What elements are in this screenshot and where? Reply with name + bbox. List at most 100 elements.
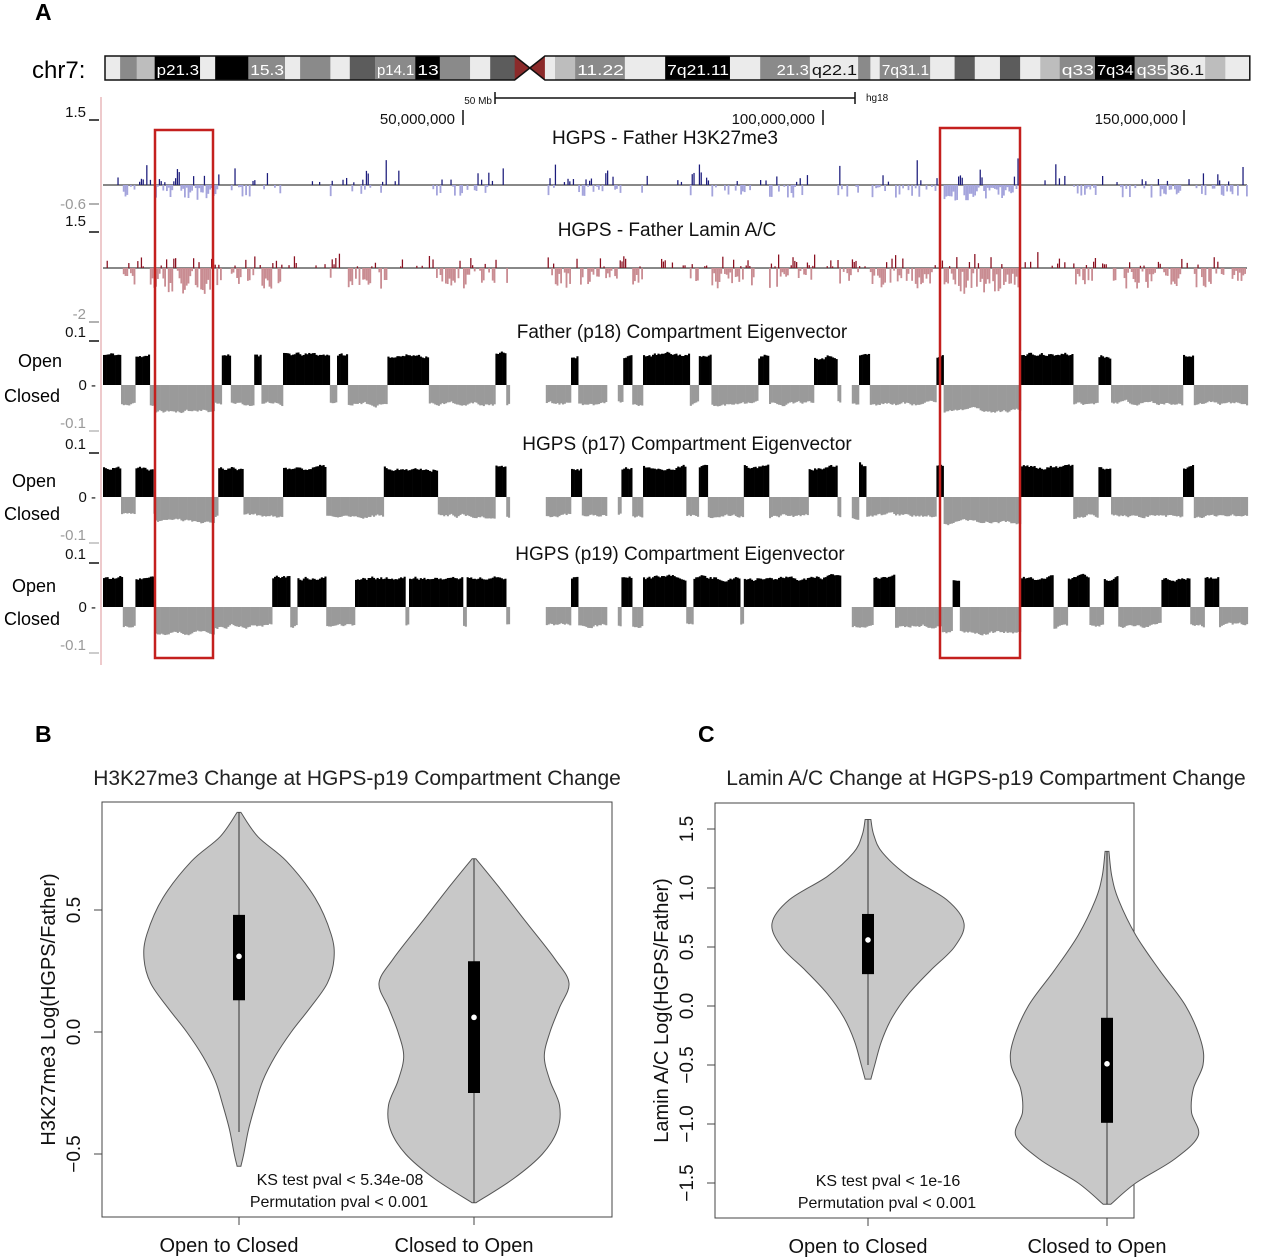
- closed-bar: [200, 385, 203, 411]
- closed-bar: [774, 385, 777, 404]
- open-bar: [418, 354, 421, 385]
- negative-bar: [565, 268, 568, 288]
- open-bar: [112, 353, 115, 385]
- negative-bar: [608, 268, 611, 278]
- closed-bar: [176, 607, 179, 633]
- closed-bar: [481, 497, 484, 517]
- closed-bar: [245, 497, 248, 515]
- negative-bar: [713, 268, 715, 274]
- negative-bar: [263, 268, 265, 289]
- closed-bar: [1154, 607, 1157, 625]
- open-bar: [571, 578, 574, 607]
- closed-bar: [905, 607, 908, 627]
- closed-bar: [351, 497, 354, 517]
- positive-bar: [808, 265, 810, 268]
- closed-bar: [639, 607, 642, 628]
- negative-bar: [727, 185, 730, 195]
- open-bar: [1040, 578, 1043, 607]
- closed-bar: [871, 385, 874, 405]
- open-bar: [308, 579, 311, 607]
- closed-bar: [1004, 497, 1007, 522]
- open-bar: [401, 469, 404, 497]
- closed-bar: [362, 385, 365, 403]
- open-bar: [490, 578, 493, 607]
- negative-bar: [383, 268, 386, 281]
- closed-bar: [990, 607, 993, 632]
- open-bar: [1186, 578, 1189, 607]
- negative-bar: [157, 185, 159, 187]
- closed-bar: [558, 607, 561, 625]
- open-bar: [812, 577, 815, 607]
- closed-bar: [889, 385, 892, 405]
- negative-bar: [632, 268, 634, 285]
- closed-bar: [695, 385, 698, 403]
- positive-bar: [178, 172, 180, 185]
- open-bar: [256, 354, 259, 385]
- open-bar: [837, 575, 840, 607]
- positive-bar: [698, 164, 701, 185]
- open-bar: [1064, 465, 1067, 497]
- closed-bar: [171, 607, 174, 633]
- closed-bar: [209, 607, 212, 634]
- positive-bar: [664, 260, 666, 268]
- open-bar: [1024, 578, 1027, 607]
- closed-bar: [1217, 497, 1220, 516]
- positive-bar: [662, 261, 665, 268]
- negative-bar: [967, 268, 969, 281]
- closed-bar: [589, 607, 592, 628]
- negative-bar: [945, 268, 948, 283]
- closed-bar: [740, 497, 743, 517]
- closed-bar: [959, 385, 962, 410]
- open-bar: [684, 354, 687, 385]
- open-bar: [1044, 578, 1047, 607]
- closed-bar: [130, 497, 133, 514]
- negative-bar: [616, 268, 618, 279]
- closed-bar: [239, 385, 242, 403]
- positive-bar: [218, 264, 220, 268]
- closed-bar: [905, 497, 908, 515]
- closed-bar: [1096, 607, 1099, 626]
- closed-bar: [580, 385, 583, 404]
- axis-min-label: -2: [73, 306, 86, 323]
- closed-bar: [479, 497, 482, 518]
- closed-bar: [862, 607, 865, 628]
- closed-bar: [203, 607, 206, 632]
- closed-bar: [1222, 497, 1225, 516]
- closed-bar: [869, 385, 872, 405]
- closed-bar: [968, 607, 971, 632]
- closed-bar: [720, 385, 723, 406]
- open-bar: [495, 353, 498, 385]
- closed-bar: [326, 497, 329, 516]
- closed-bar: [216, 607, 219, 629]
- open-bar: [1067, 355, 1070, 385]
- y-tick-label: −1.0: [677, 1105, 698, 1143]
- negative-bar: [792, 185, 795, 198]
- negative-bar: [992, 185, 994, 188]
- closed-bar: [929, 607, 932, 628]
- open-bar: [432, 469, 435, 497]
- open-bar: [502, 352, 505, 385]
- open-bar: [389, 579, 392, 607]
- open-bar: [149, 576, 152, 607]
- open-bar: [302, 578, 305, 607]
- closed-bar: [745, 385, 748, 404]
- positive-bar: [1166, 180, 1169, 185]
- open-bar: [396, 579, 399, 607]
- open-bar: [835, 359, 838, 385]
- closed-bar: [979, 607, 982, 635]
- negative-bar: [479, 268, 481, 271]
- open-bar: [643, 465, 646, 497]
- closed-bar: [364, 385, 367, 402]
- closed-bar: [1210, 497, 1213, 515]
- open-bar: [698, 356, 701, 385]
- open-bar: [682, 356, 685, 385]
- positive-bar: [691, 264, 693, 268]
- closed-bar: [1003, 607, 1006, 634]
- closed-bar: [1154, 385, 1157, 404]
- open-bar: [416, 578, 419, 607]
- open-bar: [419, 578, 422, 607]
- closed-bar: [198, 385, 201, 411]
- closed-bar: [583, 385, 586, 405]
- closed-bar: [274, 497, 277, 517]
